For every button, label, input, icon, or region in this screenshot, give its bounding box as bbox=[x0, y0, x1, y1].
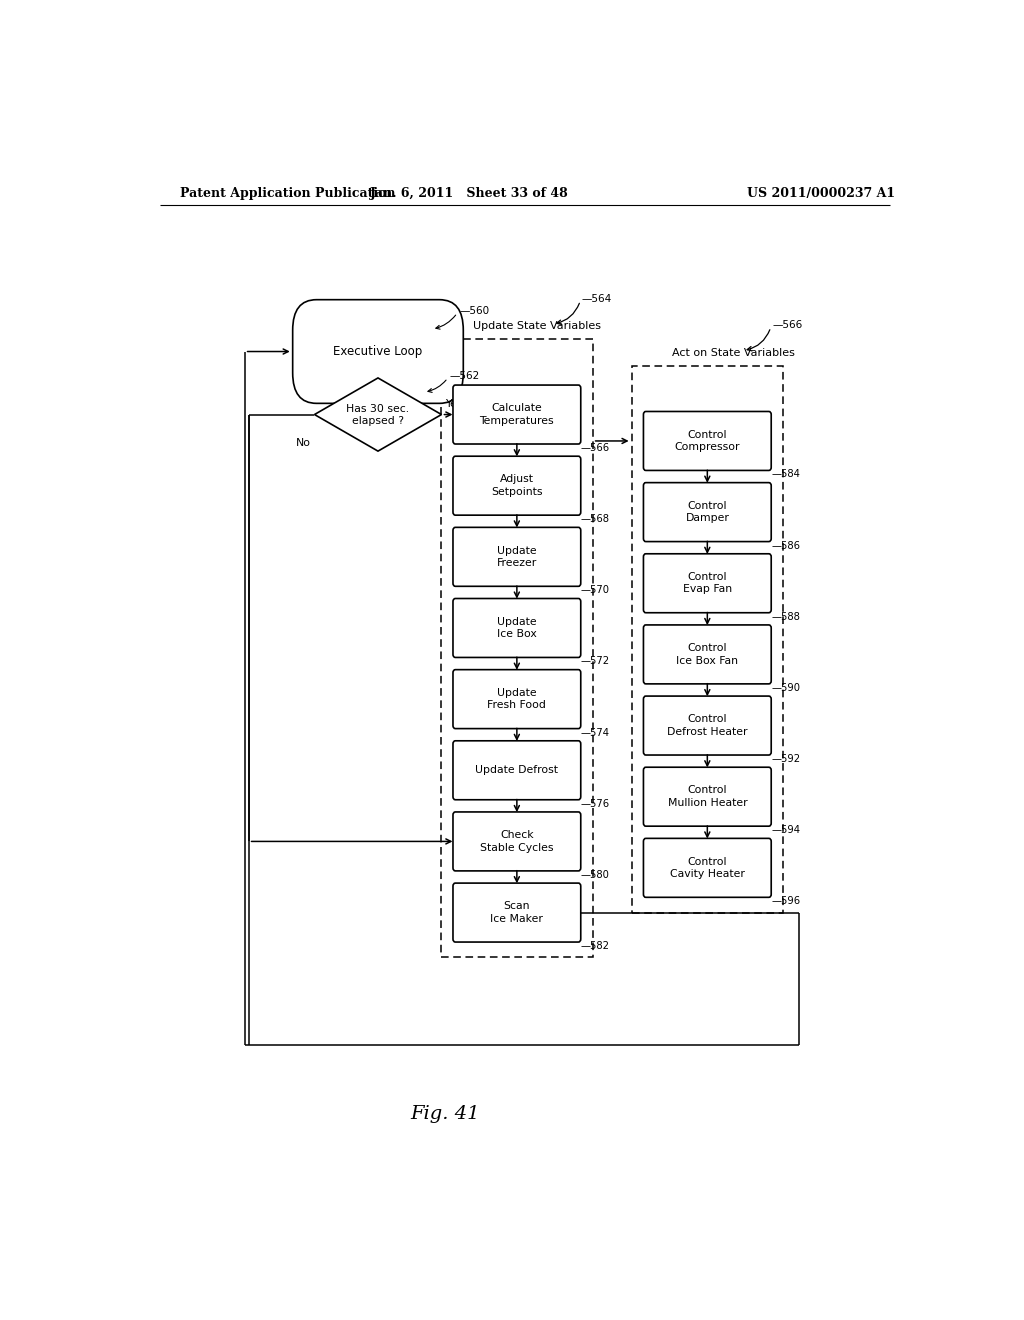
Text: —592: —592 bbox=[771, 754, 801, 764]
Text: Has 30 sec.
elapsed ?: Has 30 sec. elapsed ? bbox=[346, 404, 410, 425]
Text: Executive Loop: Executive Loop bbox=[334, 345, 423, 358]
Text: Control
Defrost Heater: Control Defrost Heater bbox=[667, 714, 748, 737]
Text: —560: —560 bbox=[460, 306, 489, 315]
Text: Update
Fresh Food: Update Fresh Food bbox=[487, 688, 546, 710]
Text: —564: —564 bbox=[582, 293, 612, 304]
FancyBboxPatch shape bbox=[453, 457, 581, 515]
Text: Update Defrost: Update Defrost bbox=[475, 766, 558, 775]
Text: —570: —570 bbox=[581, 585, 609, 595]
Text: —588: —588 bbox=[771, 611, 800, 622]
FancyBboxPatch shape bbox=[643, 554, 771, 612]
Text: —574: —574 bbox=[581, 727, 609, 738]
Text: Control
Ice Box Fan: Control Ice Box Fan bbox=[676, 643, 738, 665]
Text: —596: —596 bbox=[771, 896, 801, 907]
Text: —566: —566 bbox=[772, 319, 803, 330]
FancyBboxPatch shape bbox=[453, 669, 581, 729]
Text: —580: —580 bbox=[581, 870, 609, 880]
Polygon shape bbox=[314, 378, 441, 451]
FancyBboxPatch shape bbox=[643, 483, 771, 541]
Text: Scan
Ice Maker: Scan Ice Maker bbox=[490, 902, 544, 924]
FancyBboxPatch shape bbox=[643, 838, 771, 898]
Text: —582: —582 bbox=[581, 941, 609, 950]
Text: Calculate
Temperatures: Calculate Temperatures bbox=[479, 404, 554, 426]
FancyBboxPatch shape bbox=[643, 412, 771, 470]
Text: Control
Compressor: Control Compressor bbox=[675, 430, 740, 453]
Text: —584: —584 bbox=[771, 470, 800, 479]
Text: Control
Damper: Control Damper bbox=[685, 500, 729, 523]
Text: —586: —586 bbox=[771, 541, 800, 550]
Text: —572: —572 bbox=[581, 656, 610, 667]
FancyBboxPatch shape bbox=[643, 696, 771, 755]
Text: Update
Ice Box: Update Ice Box bbox=[497, 616, 537, 639]
FancyBboxPatch shape bbox=[643, 624, 771, 684]
FancyBboxPatch shape bbox=[453, 528, 581, 586]
FancyBboxPatch shape bbox=[453, 883, 581, 942]
FancyBboxPatch shape bbox=[453, 812, 581, 871]
Text: Update
Freezer: Update Freezer bbox=[497, 545, 537, 568]
Text: Jan. 6, 2011   Sheet 33 of 48: Jan. 6, 2011 Sheet 33 of 48 bbox=[370, 187, 568, 201]
Text: Control
Mullion Heater: Control Mullion Heater bbox=[668, 785, 748, 808]
Text: —566: —566 bbox=[581, 444, 610, 453]
Text: —562: —562 bbox=[450, 371, 479, 381]
Text: Patent Application Publication: Patent Application Publication bbox=[179, 187, 395, 201]
Text: Yes: Yes bbox=[445, 400, 463, 409]
Text: No: No bbox=[296, 438, 311, 447]
Text: Act on State Variables: Act on State Variables bbox=[672, 347, 795, 358]
Text: —594: —594 bbox=[771, 825, 800, 836]
Text: Control
Cavity Heater: Control Cavity Heater bbox=[670, 857, 744, 879]
FancyBboxPatch shape bbox=[453, 741, 581, 800]
Text: Fig. 41: Fig. 41 bbox=[411, 1105, 480, 1123]
Text: Adjust
Setpoints: Adjust Setpoints bbox=[492, 474, 543, 496]
Text: —576: —576 bbox=[581, 799, 610, 809]
FancyBboxPatch shape bbox=[453, 598, 581, 657]
Text: —590: —590 bbox=[771, 682, 800, 693]
Text: Update State Variables: Update State Variables bbox=[473, 321, 601, 331]
FancyBboxPatch shape bbox=[293, 300, 463, 404]
Text: US 2011/0000237 A1: US 2011/0000237 A1 bbox=[748, 187, 895, 201]
Text: Control
Evap Fan: Control Evap Fan bbox=[683, 572, 732, 594]
FancyBboxPatch shape bbox=[643, 767, 771, 826]
FancyBboxPatch shape bbox=[453, 385, 581, 444]
Text: Check
Stable Cycles: Check Stable Cycles bbox=[480, 830, 554, 853]
Text: —568: —568 bbox=[581, 515, 609, 524]
